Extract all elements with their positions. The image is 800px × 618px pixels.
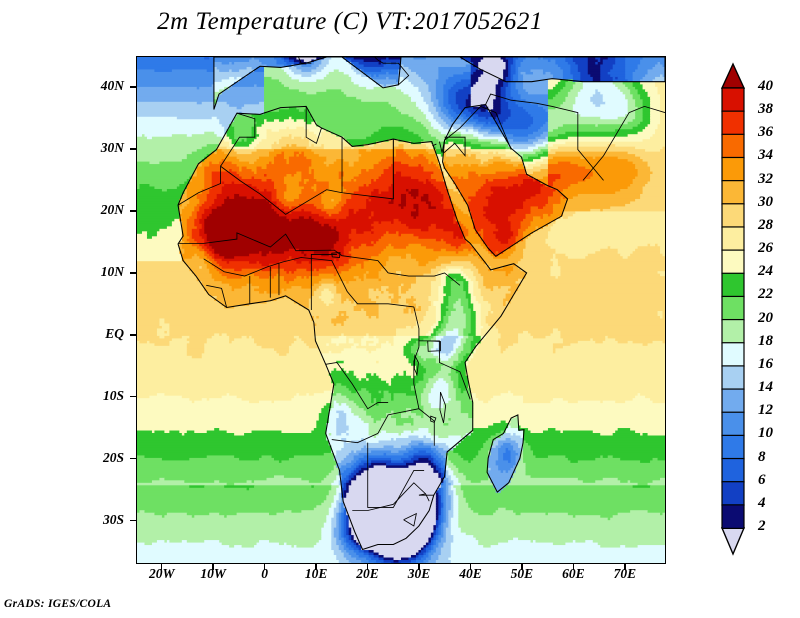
colorbar-band bbox=[721, 481, 745, 506]
map-raster bbox=[137, 57, 665, 563]
colorbar-band bbox=[721, 411, 745, 437]
colorbar-tick-label: 28 bbox=[758, 216, 773, 233]
longitude-tick-label: 60E bbox=[562, 566, 585, 581]
colorbar-tick-label: 26 bbox=[758, 240, 773, 257]
longitude-tick bbox=[572, 564, 575, 570]
colorbar-band bbox=[721, 203, 745, 228]
longitude-tick-label: 40E bbox=[459, 566, 482, 581]
latitude-tick bbox=[130, 395, 136, 398]
colorbar-tick-label: 38 bbox=[758, 101, 773, 118]
temperature-map-plot bbox=[136, 56, 666, 564]
colorbar-tick-label: 24 bbox=[758, 263, 773, 280]
colorbar-tick-label: 20 bbox=[758, 309, 773, 326]
colorbar-tick-label: 40 bbox=[758, 78, 773, 94]
latitude-tick bbox=[130, 210, 136, 212]
longitude-tick bbox=[212, 564, 214, 570]
colorbar-band bbox=[721, 272, 745, 298]
longitude-tick-label: 70E bbox=[613, 566, 637, 581]
longitude-tick-label: 0 bbox=[261, 566, 269, 581]
colorbar-tick-label: 18 bbox=[758, 332, 773, 349]
coastline-and-border-overlay bbox=[177, 57, 665, 551]
colorbar-tick-label: 12 bbox=[758, 402, 773, 419]
colorbar-tick-label: 14 bbox=[758, 379, 773, 396]
page-title: 2m Temperature (C) VT:2017052621 bbox=[157, 8, 543, 35]
colorbar-tick-label: 8 bbox=[758, 448, 766, 465]
longitude-tick-label: 20W bbox=[148, 566, 175, 581]
colorbar-band bbox=[721, 156, 745, 182]
colorbar-tick-label: 32 bbox=[758, 170, 773, 187]
latitude-tick bbox=[130, 519, 136, 522]
longitude-tick bbox=[315, 564, 317, 570]
colorbar-band bbox=[721, 318, 745, 344]
temperature-field bbox=[137, 57, 665, 563]
colorbar-arrow-min bbox=[720, 527, 746, 556]
latitude-tick-label: EQ bbox=[105, 325, 124, 341]
colorbar-tick-label: 4 bbox=[758, 494, 766, 511]
attribution-footer: GrADS: IGES/COLA bbox=[4, 598, 112, 610]
longitude-tick bbox=[263, 564, 266, 570]
longitude-tick-label: 30E bbox=[407, 566, 431, 581]
latitude-tick-label: 20N bbox=[100, 201, 124, 217]
latitude-tick-label: 20S bbox=[102, 449, 124, 465]
longitude-tick-label: 20E bbox=[356, 566, 379, 581]
colorbar-band bbox=[721, 226, 745, 252]
latitude-tick-label: 30N bbox=[100, 139, 124, 155]
colorbar-band bbox=[721, 295, 745, 321]
colorbar-tick-label: 34 bbox=[758, 147, 773, 164]
colorbar-band bbox=[721, 342, 745, 367]
longitude-tick bbox=[521, 564, 523, 570]
colorbar-band bbox=[721, 180, 745, 205]
colorbar-tick-label: 36 bbox=[758, 124, 773, 141]
longitude-tick bbox=[624, 564, 626, 570]
colorbar-band bbox=[721, 457, 745, 483]
colorbar-band bbox=[721, 504, 745, 529]
longitude-tick bbox=[418, 564, 420, 570]
colorbar-band bbox=[721, 365, 745, 391]
longitude-tick bbox=[469, 564, 472, 570]
colorbar-tick-label: 10 bbox=[758, 425, 773, 442]
colorbar-tick-label: 30 bbox=[758, 193, 773, 210]
latitude-tick bbox=[130, 334, 136, 336]
latitude-tick bbox=[130, 272, 136, 274]
colorbar: 2 4 6 8 10 12 14 16 18 20 22 24 26 28 30 32 34 36 38 40 bbox=[718, 60, 798, 560]
latitude-tick-label: 10N bbox=[100, 263, 124, 279]
latitude-tick-label: 10S bbox=[102, 387, 124, 403]
colorbar-band bbox=[721, 434, 745, 460]
longitude-tick-label: 10W bbox=[200, 566, 226, 581]
longitude-tick-label: 10E bbox=[304, 566, 328, 581]
colorbar-band bbox=[721, 87, 745, 113]
colorbar-band bbox=[721, 133, 745, 159]
colorbar-tick-label: 16 bbox=[758, 355, 773, 372]
latitude-tick-label: 40N bbox=[100, 77, 124, 93]
latitude-tick-label: 30S bbox=[102, 511, 124, 527]
colorbar-tick-label: 6 bbox=[758, 471, 766, 488]
latitude-tick bbox=[130, 86, 136, 88]
colorbar-tick-label: 2 bbox=[758, 518, 766, 534]
colorbar-band bbox=[721, 249, 745, 275]
colorbar-swatches bbox=[720, 62, 746, 556]
longitude-tick-label: 50E bbox=[510, 566, 534, 581]
latitude-tick bbox=[130, 457, 136, 460]
colorbar-band bbox=[721, 388, 745, 414]
longitude-tick bbox=[160, 564, 163, 570]
colorbar-arrow-max bbox=[720, 62, 746, 89]
longitude-tick bbox=[366, 564, 369, 570]
colorbar-tick-label: 22 bbox=[758, 286, 773, 303]
colorbar-band bbox=[721, 110, 745, 136]
latitude-tick bbox=[130, 148, 136, 150]
